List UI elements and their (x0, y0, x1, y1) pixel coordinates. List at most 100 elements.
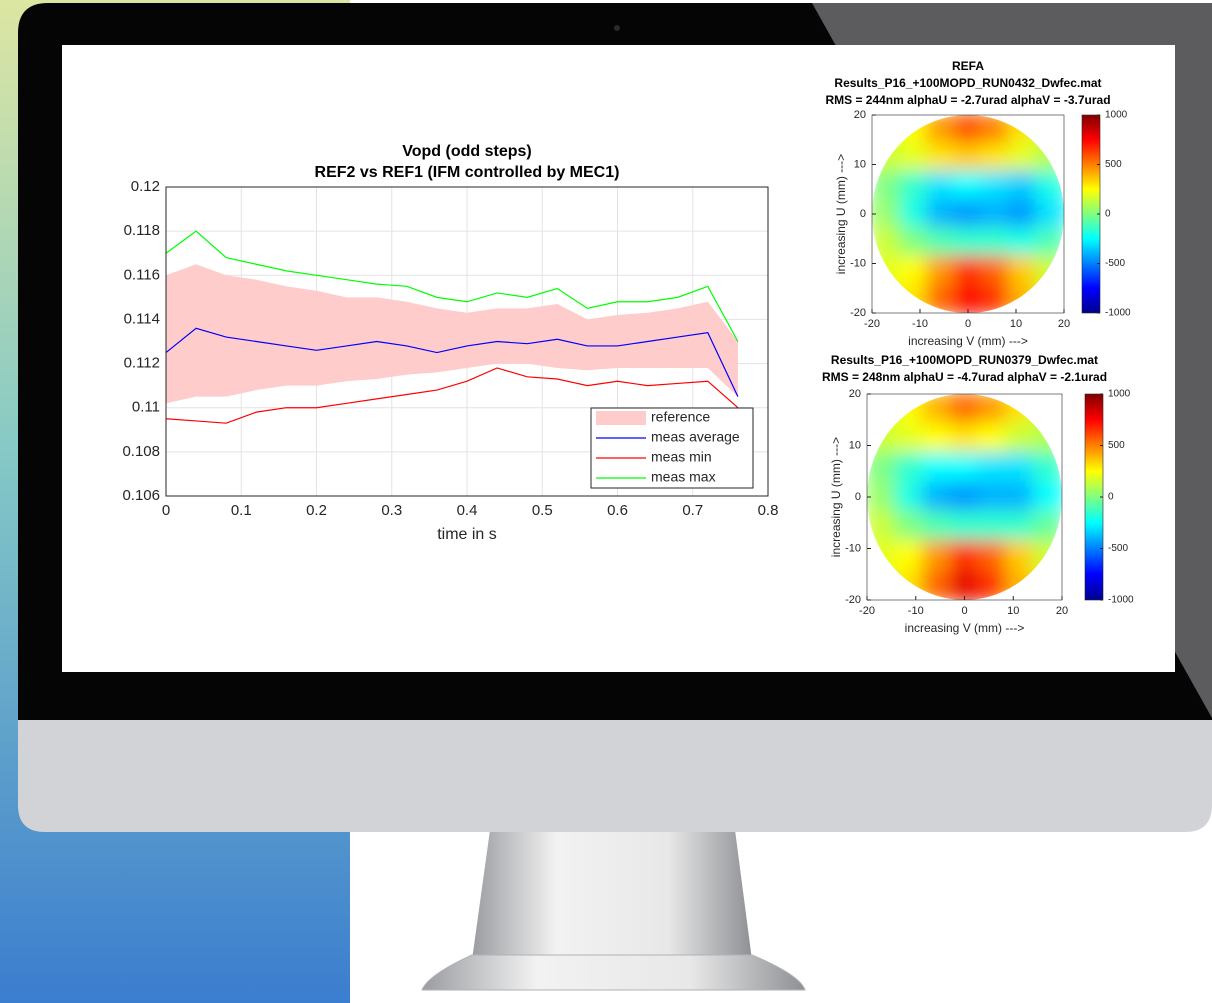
y-tick-label: 0.108 (122, 443, 160, 460)
x-axis-label: increasing V (mm) ---> (908, 334, 1028, 348)
y-tick-label: 0 (860, 208, 866, 220)
colorbar-tick-label: 500 (1105, 159, 1122, 170)
camera (614, 25, 620, 31)
map-cell (922, 481, 952, 512)
x-tick-label: 0 (961, 605, 967, 617)
map-cell (894, 511, 924, 542)
y-tick-label: 0.116 (124, 266, 160, 283)
map-cell (950, 422, 980, 453)
map-cell (977, 481, 1007, 512)
monitor-base (422, 955, 805, 990)
x-tick-label: 0.6 (607, 502, 628, 519)
map-cell (1008, 142, 1037, 172)
y-tick-label: -10 (845, 542, 861, 554)
map-cell (926, 255, 955, 285)
x-tick-label: 0 (965, 318, 971, 330)
x-tick-label: 0.5 (532, 502, 553, 519)
map-cell (922, 511, 952, 542)
colorbar-tick-label: -1000 (1108, 595, 1134, 606)
x-tick-label: 10 (1010, 318, 1022, 330)
y-axis-label: increasing U (mm) ---> (829, 437, 843, 557)
y-tick-label: 0.12 (131, 178, 160, 195)
map-cell (922, 452, 952, 483)
y-tick-label: 10 (849, 439, 861, 451)
map-cell (1005, 540, 1035, 571)
chart-title: RMS = 244nm alphaU = -2.7urad alphaV = -… (825, 93, 1110, 107)
map-disc (866, 393, 1063, 601)
x-tick-label: 0 (162, 502, 170, 519)
map-cell (950, 540, 980, 571)
map-cell (1008, 227, 1037, 257)
x-tick-label: 20 (1058, 318, 1070, 330)
legend-label: meas max (651, 469, 716, 485)
legend-label: reference (651, 409, 710, 425)
map-cell (981, 171, 1010, 201)
map-cell (894, 452, 924, 483)
map-cell (977, 422, 1007, 453)
y-tick-label: -10 (850, 257, 866, 269)
map-cell (922, 422, 952, 453)
x-tick-label: -10 (912, 318, 928, 330)
map-cell (953, 171, 982, 201)
x-tick-label: -20 (859, 605, 875, 617)
map-cell (953, 227, 982, 257)
map-cell (894, 481, 924, 512)
y-tick-label: -20 (845, 594, 861, 606)
legend-label: meas average (651, 429, 740, 445)
y-tick-label: 0.11 (132, 399, 160, 416)
monitor-stand (472, 830, 752, 960)
y-tick-label: 0 (855, 491, 861, 503)
x-tick-label: 0.3 (381, 502, 402, 519)
map-cell (926, 227, 955, 257)
map-cell (1008, 171, 1037, 201)
colorbar-tick-label: -1000 (1105, 308, 1131, 319)
map-cell (926, 171, 955, 201)
map-cell (950, 452, 980, 483)
x-tick-label: 0.2 (306, 502, 327, 519)
map-cell (953, 114, 982, 144)
chart-title: RMS = 248nm alphaU = -4.7urad alphaV = -… (822, 370, 1107, 384)
legend-label: meas min (651, 449, 712, 465)
map-cell (950, 393, 980, 424)
x-tick-label: -10 (908, 605, 924, 617)
map-cell (950, 481, 980, 512)
map-cell (898, 199, 927, 229)
colorbar-tick-label: 1000 (1105, 110, 1128, 121)
map-cell (953, 199, 982, 229)
colorbar-tick-label: 0 (1105, 209, 1111, 220)
map-cells (866, 393, 1063, 601)
map-cell (1036, 199, 1065, 229)
x-tick-label: 10 (1007, 605, 1019, 617)
map-cell (981, 255, 1010, 285)
map-cell (922, 540, 952, 571)
y-tick-label: 0.114 (124, 310, 160, 327)
colorbar-tick-label: 1000 (1108, 389, 1131, 400)
y-tick-label: 0.106 (122, 487, 160, 504)
colorbar-tick-label: 0 (1108, 492, 1114, 503)
colorbar-tick-label: 500 (1108, 440, 1125, 451)
map-cell (1005, 422, 1035, 453)
scene: Vopd (odd steps)REF2 vs REF1 (IFM contro… (0, 0, 1212, 1003)
map-cell (898, 171, 927, 201)
chart-title: REF2 vs REF1 (IFM controlled by MEC1) (315, 164, 620, 181)
map-cell (894, 422, 924, 453)
map-cell (1033, 481, 1063, 512)
map-cell (977, 540, 1007, 571)
map-cell (981, 142, 1010, 172)
page: {"chart_data": [ {"type": "line", "title… (0, 0, 1212, 1003)
x-axis-label: time in s (437, 526, 497, 543)
y-tick-label: 20 (849, 388, 861, 400)
x-tick-label: -20 (864, 318, 880, 330)
x-tick-label: 0.4 (457, 502, 478, 519)
map-cell (926, 199, 955, 229)
y-tick-label: 20 (854, 109, 866, 121)
map-cell (1005, 481, 1035, 512)
x-tick-label: 0.1 (231, 502, 252, 519)
x-tick-label: 0.7 (682, 502, 703, 519)
x-tick-label: 20 (1056, 605, 1068, 617)
map-cell (1008, 255, 1037, 285)
map-cell (977, 452, 1007, 483)
map-cell (926, 142, 955, 172)
map-cell (981, 227, 1010, 257)
map-cell (1008, 199, 1037, 229)
